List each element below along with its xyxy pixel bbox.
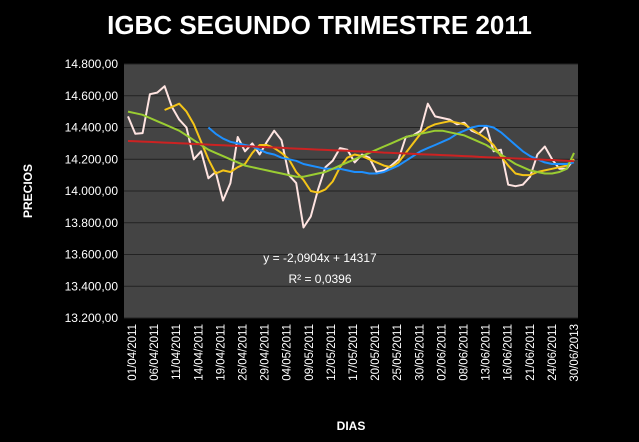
- x-tick-label: 29/04/2011: [260, 324, 272, 381]
- x-tick-label: 04/05/2011: [282, 324, 294, 381]
- x-tick-label: 26/04/2011: [238, 324, 250, 381]
- series-line-3: [207, 124, 575, 175]
- x-tick-label: 25/05/2011: [392, 324, 404, 381]
- y-axis-ticks: 13.200,00 13.400,00 13.600,00 13.800,00 14.0…: [65, 57, 119, 325]
- y-tick-label: 14.200,00: [65, 152, 119, 166]
- x-tick-label: 16/06/2011: [503, 324, 515, 381]
- y-tick-label: 13.600,00: [65, 248, 119, 262]
- x-tick-label: 17/05/2011: [348, 324, 360, 381]
- x-tick-label: 02/06/2011: [436, 324, 448, 381]
- x-tick-label: 06/04/2011: [149, 324, 161, 381]
- series-layer: [127, 85, 575, 229]
- series-line-4: [127, 110, 575, 178]
- series-line-2: [164, 102, 575, 194]
- trendline-equation: y = -2,0904x + 14317: [263, 251, 377, 265]
- x-tick-label: 14/04/2011: [193, 324, 205, 381]
- x-tick-label: 11/04/2011: [171, 324, 183, 380]
- y-tick-label: 14.600,00: [65, 89, 119, 103]
- x-tick-label: 08/06/2011: [459, 324, 471, 381]
- chart-title: IGBC SEGUNDO TRIMESTRE 2011: [107, 10, 532, 40]
- r-squared-value: R² = 0,0396: [288, 272, 351, 286]
- y-tick-label: 14.000,00: [65, 184, 119, 198]
- y-tick-label: 13.800,00: [65, 216, 119, 230]
- x-tick-label: 30/06/2013: [569, 324, 581, 382]
- y-axis-label: PRECIOS: [21, 164, 35, 218]
- x-tick-label: 01/04/2011: [127, 324, 139, 381]
- y-tick-label: 14.400,00: [65, 121, 119, 135]
- gridlines: [124, 63, 578, 319]
- series-line-5: [127, 140, 575, 163]
- y-tick-label: 13.400,00: [65, 279, 119, 293]
- x-tick-label: 19/04/2011: [215, 324, 227, 381]
- y-tick-label: 13.200,00: [65, 311, 119, 325]
- x-tick-label: 20/05/2011: [370, 324, 382, 381]
- x-tick-label: 24/06/2011: [547, 324, 559, 381]
- x-axis-label: DIAS: [337, 419, 366, 433]
- y-tick-label: 14.800,00: [65, 57, 119, 71]
- x-tick-label: 21/06/2011: [525, 324, 537, 381]
- x-tick-label: 09/05/2011: [304, 324, 316, 381]
- x-tick-label: 13/06/2011: [481, 324, 493, 381]
- x-axis-ticks: 01/04/2011 06/04/2011 11/04/2011 14/04/2011…: [127, 324, 581, 382]
- x-tick-label: 12/05/2011: [326, 324, 338, 381]
- x-tick-label: 30/05/2011: [414, 324, 426, 381]
